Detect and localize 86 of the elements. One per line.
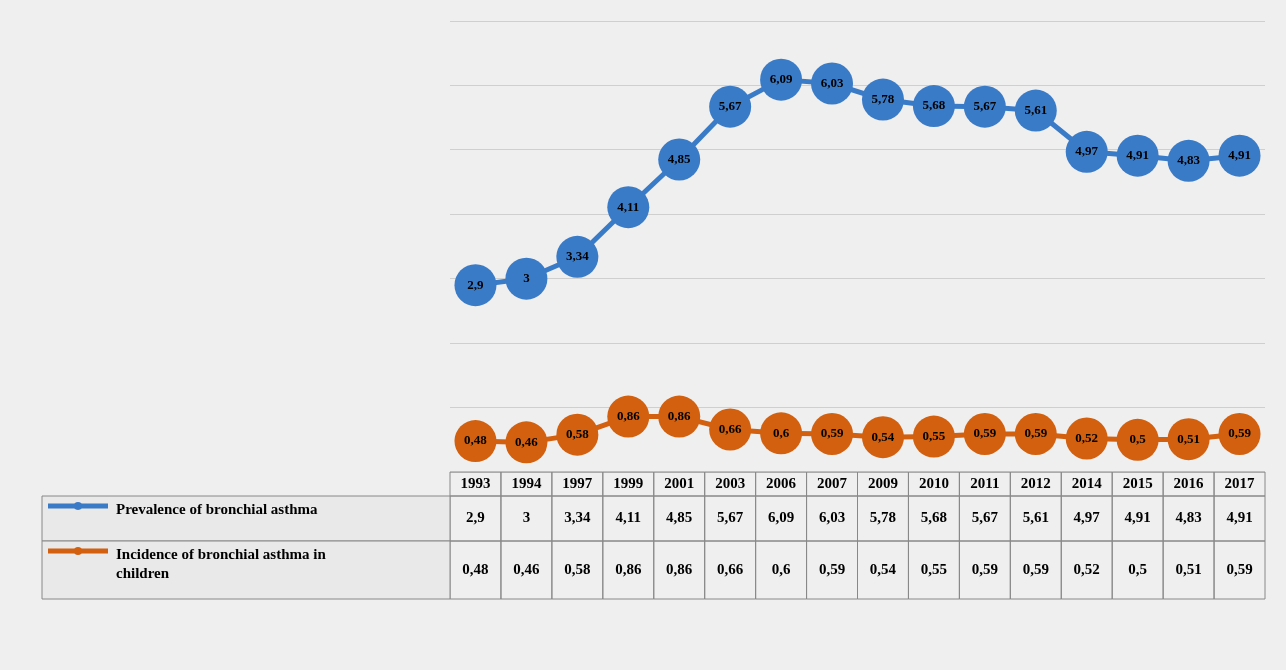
text: 0,59 bbox=[973, 425, 997, 441]
text: 3,34 bbox=[565, 248, 589, 264]
x-tick-label: 2009 bbox=[867, 474, 898, 491]
data-label: 6,03 bbox=[818, 509, 846, 526]
data-label: 4,83 bbox=[1175, 509, 1202, 526]
point bbox=[1116, 418, 1159, 461]
text: 0,52 bbox=[1075, 429, 1099, 445]
text: 0,55 bbox=[922, 427, 946, 443]
legend-label: Prevalence of bronchial asthma bbox=[116, 500, 319, 517]
data-label: 0,54 bbox=[869, 560, 897, 577]
data-label: 0,66 bbox=[717, 560, 744, 577]
text: 0,86 bbox=[667, 407, 691, 423]
data-label: 5,78 bbox=[869, 509, 897, 526]
text: 0,6 bbox=[772, 424, 790, 440]
data-label: 5,61 bbox=[1022, 509, 1049, 526]
text: 4,83 bbox=[1177, 152, 1200, 168]
data-label: 5,67 bbox=[971, 509, 999, 526]
data-label: 0,48 bbox=[462, 560, 489, 577]
x-tick-label: 2007 bbox=[817, 474, 848, 491]
text: 0,48 bbox=[464, 432, 487, 448]
text: 0,46 bbox=[515, 433, 538, 449]
text: 0,5 bbox=[1129, 431, 1146, 447]
data-label: 0,51 bbox=[1175, 560, 1202, 577]
data-label: 4,91 bbox=[1124, 509, 1151, 526]
text: 0,66 bbox=[718, 420, 742, 436]
data-label: 0,46 bbox=[513, 560, 541, 577]
x-tick-label: 2006 bbox=[766, 474, 797, 491]
x-tick-label: 2017 bbox=[1224, 474, 1256, 491]
x-tick-label: 2011 bbox=[970, 474, 1000, 491]
data-label: 3,34 bbox=[564, 509, 591, 526]
legend-label: Incidence of bronchial asthma in children bbox=[116, 545, 327, 581]
data-label: 0,86 bbox=[615, 560, 642, 577]
text: 5,78 bbox=[871, 90, 895, 106]
data-label: 4,11 bbox=[615, 509, 641, 526]
x-tick-label: 2010 bbox=[918, 474, 949, 491]
x-tick-label: 2015 bbox=[1122, 474, 1153, 491]
text: 6,09 bbox=[769, 70, 793, 86]
data-label: 5,67 bbox=[717, 509, 744, 526]
data-label: 6,09 bbox=[767, 509, 795, 526]
x-tick-label: 1993 bbox=[460, 474, 491, 491]
text: 0,51 bbox=[1177, 430, 1200, 446]
x-tick-label: 2014 bbox=[1071, 474, 1103, 491]
x-tick-label: 2001 bbox=[664, 474, 695, 491]
text: 0,59 bbox=[1228, 425, 1251, 441]
x-tick-label: 1994 bbox=[511, 474, 542, 491]
text: 0,59 bbox=[820, 425, 844, 441]
point bbox=[454, 264, 497, 307]
data-label: 0,6 bbox=[771, 560, 791, 577]
text: 0,58 bbox=[565, 425, 589, 441]
text: 4,97 bbox=[1075, 143, 1099, 159]
data-label: 5,68 bbox=[920, 509, 948, 526]
text: 5,68 bbox=[922, 97, 946, 113]
data-label: 4,97 bbox=[1073, 509, 1101, 526]
x-tick-label: 1999 bbox=[613, 474, 644, 491]
text: 4,91 bbox=[1126, 147, 1150, 163]
point bbox=[505, 257, 548, 300]
data-label: 0,52 bbox=[1073, 560, 1100, 577]
x-tick-label: 2012 bbox=[1020, 474, 1051, 491]
text: 0,59 bbox=[1024, 425, 1048, 441]
text: 3 bbox=[523, 270, 530, 286]
text: 0,54 bbox=[871, 428, 895, 444]
point bbox=[760, 412, 803, 455]
data-label: 0,59 bbox=[1226, 560, 1253, 577]
x-tick-label: 1997 bbox=[562, 474, 593, 491]
data-label: 0,58 bbox=[564, 560, 591, 577]
text: 6,03 bbox=[820, 74, 844, 90]
x-tick-label: 2003 bbox=[715, 474, 746, 491]
text: 0,86 bbox=[616, 407, 640, 423]
text: 4,85 bbox=[667, 150, 691, 166]
text: 5,61 bbox=[1024, 101, 1048, 117]
text: 5,67 bbox=[718, 98, 742, 114]
data-label: 3 bbox=[522, 509, 531, 526]
data-label: 0,55 bbox=[920, 560, 948, 577]
data-label: 4,85 bbox=[666, 509, 693, 526]
text: 5,67 bbox=[973, 98, 997, 114]
data-label: 4,91 bbox=[1226, 509, 1253, 526]
x-tick-label: 2016 bbox=[1173, 474, 1205, 491]
text: 4,91 bbox=[1228, 147, 1251, 163]
data-label: 0,59 bbox=[1022, 560, 1049, 577]
data-label: 0,59 bbox=[971, 560, 998, 577]
text: 4,11 bbox=[617, 198, 640, 214]
text: 2,9 bbox=[467, 276, 484, 292]
data-label: 0,5 bbox=[1128, 560, 1148, 577]
data-label: 0,86 bbox=[666, 560, 693, 577]
data-label: 0,59 bbox=[818, 560, 846, 577]
data-label: 2,9 bbox=[466, 509, 485, 526]
